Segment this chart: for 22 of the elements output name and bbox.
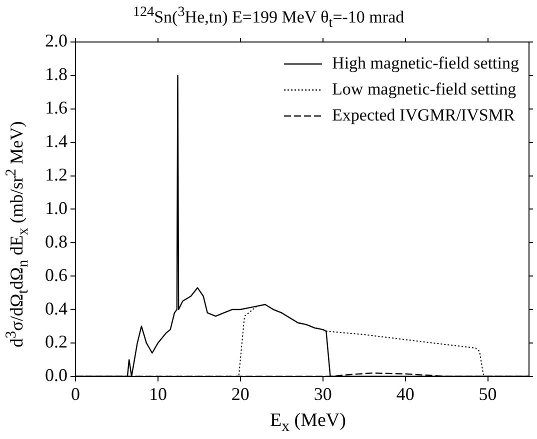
y-tick-label: 0.6 (45, 264, 68, 285)
y-tick-label: 1.2 (45, 164, 68, 184)
legend-label: Expected IVGMR/IVSMR (332, 105, 516, 124)
x-tick-label: 40 (396, 384, 414, 404)
x-tick-label: 20 (231, 384, 250, 404)
y-tick-label: 0.2 (45, 332, 68, 352)
y-tick-label: 0.0 (45, 365, 68, 386)
y-tick-label: 1.6 (45, 98, 68, 118)
legend-label: High magnetic-field setting (332, 53, 520, 72)
y-tick-label: 1.4 (45, 131, 68, 152)
y-tick-label: 1.0 (45, 198, 68, 218)
y-tick-label: 0.8 (45, 231, 68, 252)
x-axis-title: E$_{x}$ (MeV) (269, 410, 347, 436)
x-tick-label: 10 (148, 384, 167, 404)
legend-label: Low magnetic-field setting (332, 79, 517, 98)
y-tick-label: 1.8 (45, 64, 68, 84)
x-tick-label: 0 (71, 384, 80, 404)
chart-title: $^{124}$Sn($^{3}$He,tn) E=199 MeV θ$_{t}$=-10 mrad (132, 4, 406, 32)
y-tick-label: 0.4 (45, 298, 68, 318)
x-tick-label: 50 (478, 384, 497, 404)
y-tick-label: 2.0 (45, 30, 68, 51)
x-tick-label: 30 (314, 384, 332, 404)
